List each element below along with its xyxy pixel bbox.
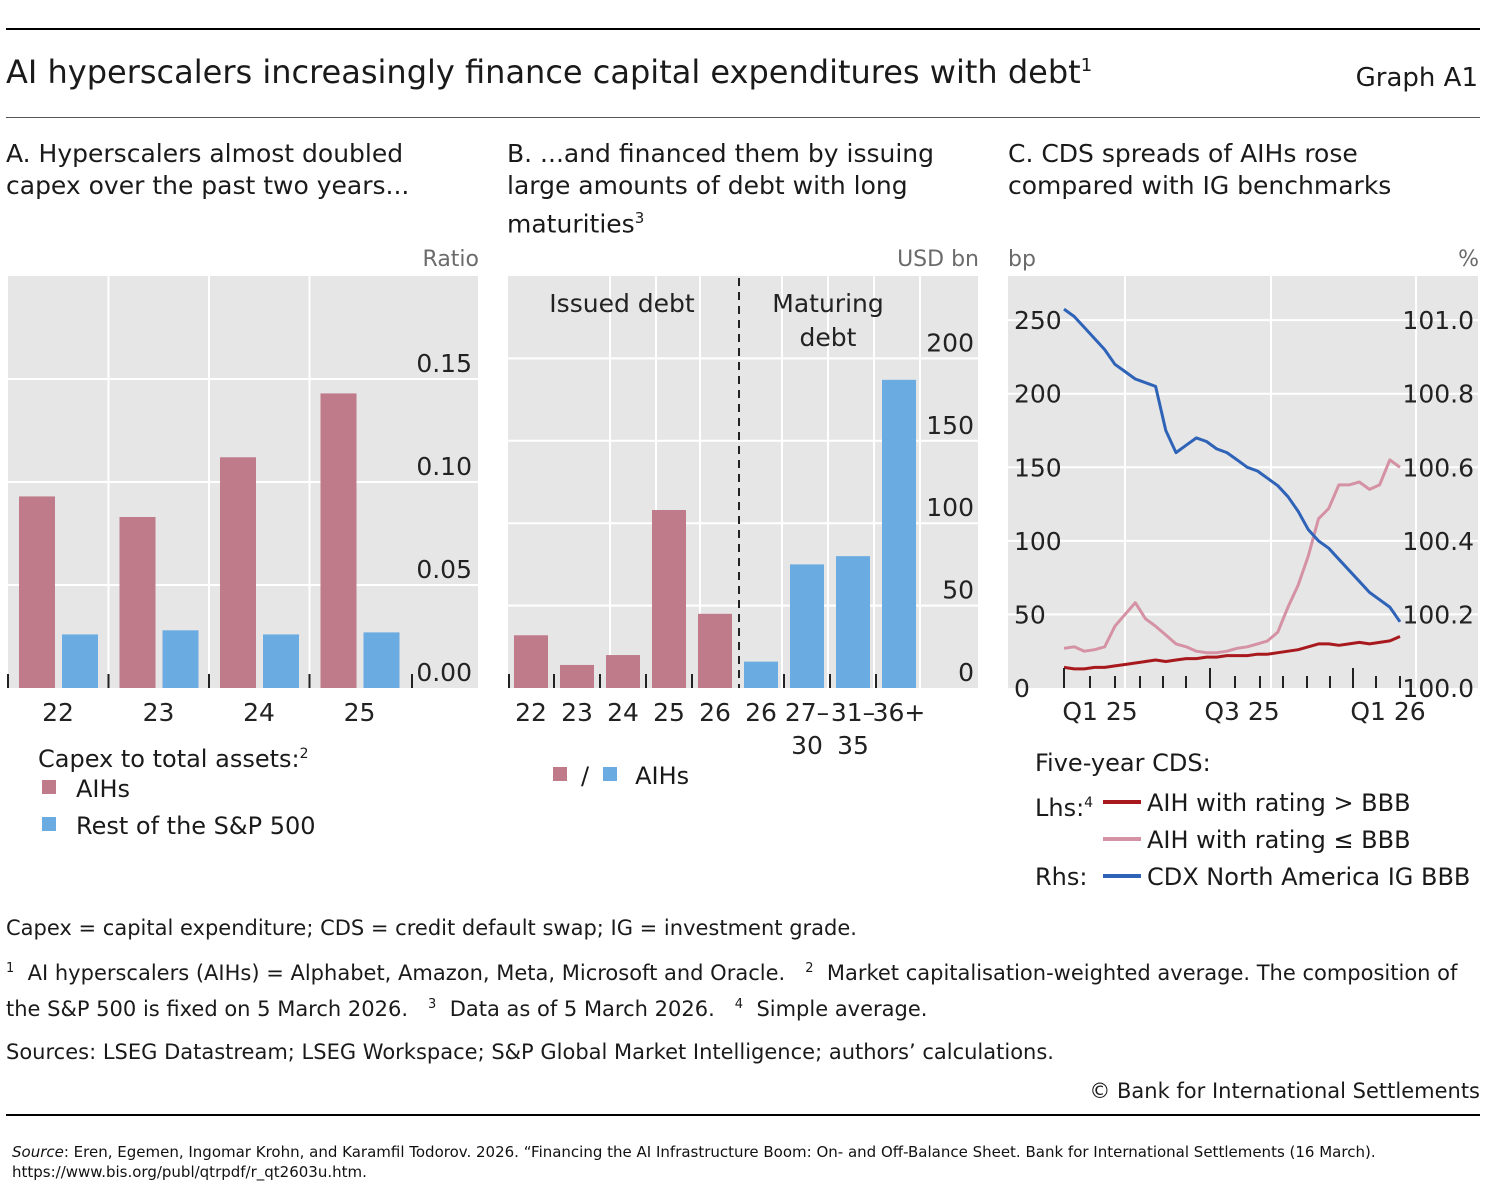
panel-b-chart: USD bn Issued debt Maturing debt 0 50 100 1… <box>508 247 979 760</box>
legend-line-light-pink <box>1103 837 1141 841</box>
y-tick-label-left: 250 <box>1014 306 1062 335</box>
legend-swatch-pink <box>553 767 567 781</box>
panel-c-legend-title: Five-year CDS: <box>1035 749 1211 777</box>
series-line-aih-bbb-or-below <box>1063 458 1401 655</box>
top-rule <box>6 28 1480 30</box>
y-tick-label-right: 100.6 <box>1402 453 1474 482</box>
x-tick-label: 31– <box>831 698 875 727</box>
x-tick-label: 36+ <box>873 698 926 727</box>
series-line-cdx-ig-bbb <box>1063 307 1402 623</box>
copyright: © Bank for International Settlements <box>1089 1079 1480 1103</box>
panel-a-legend-rest: Rest of the S&P 500 <box>42 808 316 844</box>
y-tick-label-right: 100.8 <box>1402 380 1474 409</box>
x-tick-label: 25 <box>344 698 376 727</box>
panel-a-legend-aihs: AIHs <box>42 771 130 807</box>
bar-rest-24 <box>263 634 299 688</box>
y-tick-label-left: 50 <box>1014 600 1046 629</box>
y-tick-label: 100 <box>926 493 974 522</box>
y-tick-label: 0.00 <box>416 658 472 687</box>
x-tick-label-line2: 35 <box>837 731 869 760</box>
x-tick-label: 27– <box>785 698 829 727</box>
note-sources: Sources: LSEG Datastream; LSEG Workspace… <box>6 1040 1054 1064</box>
legend-line-dark-red <box>1103 800 1141 804</box>
x-tick-label: 22 <box>515 698 547 727</box>
panel-a-title: A. Hyperscalers almost doubled capex ove… <box>6 139 410 200</box>
y-tick-label-right: 100.2 <box>1402 600 1474 629</box>
y-tick-label-left: 200 <box>1014 380 1062 409</box>
panel-c-unit-left: bp <box>1008 247 1036 272</box>
x-tick-label: Q1 26 <box>1350 697 1425 726</box>
bar-maturing-27–30 <box>790 564 824 688</box>
graph-number: Graph A1 <box>1355 63 1478 93</box>
x-tick-label: 22 <box>42 698 74 727</box>
bar-rest-23 <box>162 630 199 688</box>
title-rule <box>6 117 1480 118</box>
x-tick-label: 25 <box>653 698 685 727</box>
bar-issued-26 <box>698 613 732 688</box>
bar-aihs-25 <box>320 393 357 688</box>
bar-issued-24 <box>606 655 640 688</box>
legend-swatch-blue <box>603 767 618 781</box>
y-tick-label: 0.05 <box>416 555 472 584</box>
panel-c-legend-item-high: AIH with rating > BBB <box>1103 785 1411 821</box>
x-tick-label: 23 <box>561 698 593 727</box>
legend-line-blue <box>1103 874 1141 878</box>
x-tick-label: 23 <box>143 698 175 727</box>
bar-maturing-36+ <box>882 379 916 688</box>
panel-c-title: C. CDS spreads of AIHs rose compared wit… <box>1008 139 1392 200</box>
bar-aihs-23 <box>119 517 156 688</box>
y-tick-label: 0.10 <box>416 452 472 481</box>
panel-a-legend-title: Capex to total assets:2 <box>38 745 309 773</box>
y-tick-label: 200 <box>926 328 974 357</box>
bar-issued-23 <box>560 664 594 688</box>
x-tick-label: 26 <box>745 698 777 727</box>
bar-aihs-24 <box>220 457 256 688</box>
series-line-aih-above-bbb <box>1063 635 1401 671</box>
panel-b-section-maturing-2: debt <box>800 323 857 352</box>
legend-swatch-blue <box>42 817 56 831</box>
bar-rest-25 <box>363 632 400 688</box>
x-tick-label: 26 <box>699 698 731 727</box>
panel-c-unit-right: % <box>1458 247 1479 272</box>
panel-c-legend-item-cdx: CDX North America IG BBB <box>1103 859 1470 895</box>
x-tick-label: Q3 25 <box>1204 697 1279 726</box>
bar-maturing-26 <box>744 661 778 688</box>
x-tick-label-line2: 30 <box>791 731 823 760</box>
panel-c-legend-item-low: AIH with rating ≤ BBB <box>1103 822 1411 858</box>
panel-b-section-maturing-1: Maturing <box>772 289 883 318</box>
note-footnotes: 1 AI hyperscalers (AIHs) = Alphabet, Ama… <box>6 961 1458 1021</box>
y-tick-label-right: 101.0 <box>1402 306 1474 335</box>
bar-issued-22 <box>514 635 548 688</box>
y-tick-label: 50 <box>942 576 974 605</box>
y-tick-label: 150 <box>926 411 974 440</box>
panel-b-legend: / AIHs <box>553 758 689 794</box>
panel-b-title: B. ...and financed them by issuing large… <box>507 139 935 239</box>
bar-aihs-22 <box>19 496 55 688</box>
bottom-rule <box>6 1114 1480 1116</box>
x-tick-label: 24 <box>243 698 275 727</box>
y-tick-label-right: 100.4 <box>1402 527 1474 556</box>
panel-b-unit: USD bn <box>897 247 979 272</box>
x-tick-label: 24 <box>607 698 639 727</box>
bar-maturing-31–35 <box>836 556 870 688</box>
x-tick-label: Q1 25 <box>1062 697 1137 726</box>
graph-title: AI hyperscalers increasingly finance cap… <box>6 53 1093 91</box>
panel-b-section-issued: Issued debt <box>549 289 695 318</box>
note-abbreviations: Capex = capital expenditure; CDS = credi… <box>6 916 857 940</box>
y-tick-label: 0.15 <box>416 349 472 378</box>
y-tick-label-left: 100 <box>1014 527 1062 556</box>
source-citation: Source: Eren, Egemen, Ingomar Krohn, and… <box>12 1143 1376 1181</box>
panel-a-chart: Ratio 0.00 0.05 0.10 0.15 22 23 24 25 <box>7 247 479 727</box>
panel-c-chart: bp % 0 50 100 150 200 250 100.0 100.2 100.4 100.6… <box>1008 247 1479 726</box>
y-tick-label-left: 150 <box>1014 453 1062 482</box>
panel-c-legend-rhs-label: Rhs: <box>1035 863 1088 891</box>
bar-rest-22 <box>62 634 98 688</box>
y-tick-label-right: 100.0 <box>1402 674 1474 703</box>
panel-a-unit: Ratio <box>423 247 479 272</box>
bar-issued-25 <box>652 510 686 688</box>
y-tick-label: 0 <box>958 658 974 687</box>
y-tick-label-left: 0 <box>1014 674 1030 703</box>
legend-swatch-pink <box>42 780 56 794</box>
panel-c-legend-lhs-label: Lhs:4 <box>1035 794 1094 822</box>
